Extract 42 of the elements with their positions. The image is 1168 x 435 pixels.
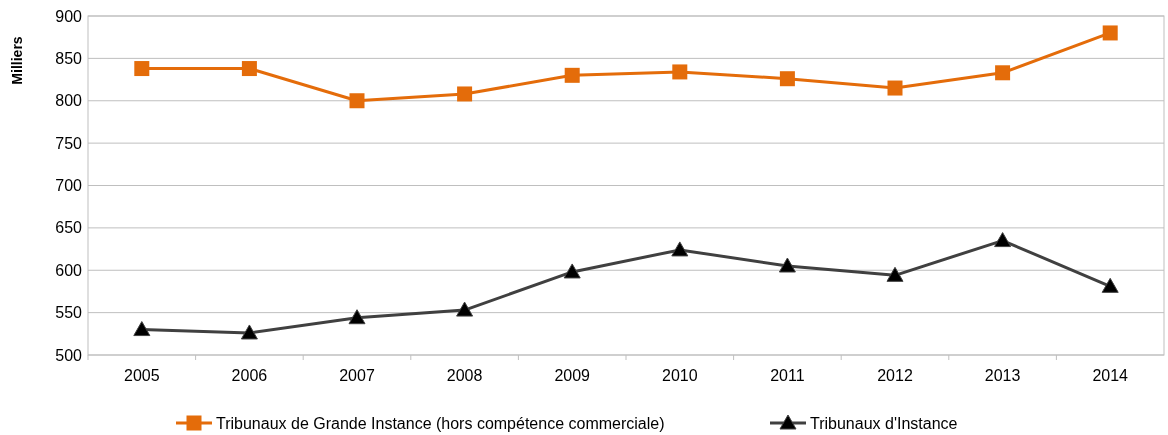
x-tick-label: 2012 bbox=[877, 367, 913, 384]
x-tick-label: 2007 bbox=[339, 367, 375, 384]
x-tick-label: 2006 bbox=[231, 367, 268, 384]
point bbox=[134, 61, 150, 77]
point bbox=[779, 71, 795, 87]
y-tick-label: 700 bbox=[55, 177, 83, 195]
point bbox=[456, 301, 474, 317]
x-tick-label: 2014 bbox=[1092, 367, 1129, 384]
point bbox=[671, 241, 689, 257]
x-tick-label: 2009 bbox=[554, 367, 591, 384]
y-tick-label: 800 bbox=[55, 92, 83, 110]
x-tick-label: 2005 bbox=[124, 367, 160, 384]
point bbox=[457, 86, 473, 102]
point bbox=[349, 93, 365, 109]
point bbox=[564, 67, 580, 83]
point bbox=[240, 324, 258, 340]
point bbox=[778, 257, 796, 273]
point bbox=[348, 309, 366, 325]
point bbox=[994, 232, 1012, 248]
point bbox=[563, 263, 581, 279]
y-tick-label: 750 bbox=[55, 134, 83, 152]
point bbox=[887, 80, 903, 96]
point bbox=[672, 64, 688, 80]
y-axis-title: Milliers bbox=[9, 36, 25, 85]
point bbox=[133, 321, 151, 337]
y-tick-label: 850 bbox=[55, 49, 83, 67]
point bbox=[241, 61, 257, 77]
x-tick-label: 2010 bbox=[662, 367, 698, 384]
point bbox=[886, 266, 904, 282]
y-tick-label: 600 bbox=[55, 261, 83, 279]
y-tick-label: 500 bbox=[55, 346, 83, 364]
x-tick-label: 2008 bbox=[446, 367, 483, 384]
legend-label: Tribunaux d'Instance bbox=[810, 414, 958, 432]
legend-label: Tribunaux de Grande Instance (hors compétence commerciale) bbox=[216, 414, 665, 432]
x-tick-label: 2013 bbox=[984, 367, 1021, 384]
point bbox=[995, 65, 1011, 81]
point bbox=[1101, 277, 1119, 293]
y-tick-label: 550 bbox=[55, 304, 83, 322]
y-tick-label: 900 bbox=[55, 7, 83, 25]
y-tick-label: 650 bbox=[55, 219, 83, 237]
x-tick-label: 2011 bbox=[770, 367, 805, 384]
point bbox=[1102, 25, 1118, 41]
